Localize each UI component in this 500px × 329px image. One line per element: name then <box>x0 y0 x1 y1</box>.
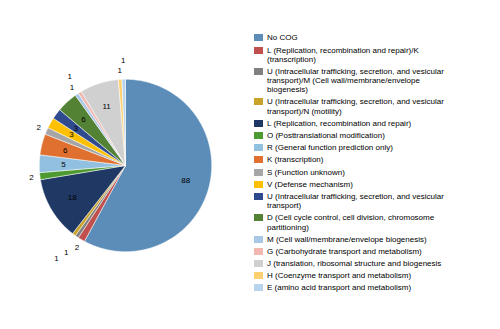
svg-text:3: 3 <box>69 129 74 139</box>
html-text:S (Function unknown): S (Function unknown) <box>267 167 345 177</box>
html-text:H (Coenzyme transport and meta: H (Coenzyme transport and metabolism) <box>267 271 412 281</box>
svg-text:3: 3 <box>74 123 79 132</box>
html-text:G (Carbohydrate transport and: G (Carbohydrate transport and metabolism… <box>267 246 422 256</box>
html-text:D (Cell cycle control, cell di: D (Cell cycle control, cell division, ch… <box>267 213 435 232</box>
html-text:K (transcription): K (transcription) <box>267 155 324 165</box>
svg-text:1: 1 <box>68 71 73 80</box>
svg-text:88: 88 <box>181 176 190 185</box>
svg-text:1: 1 <box>64 247 69 256</box>
html-text:V (Defense mechanism): V (Defense mechanism) <box>267 179 353 189</box>
svg-text:1: 1 <box>121 55 126 64</box>
svg-text:11: 11 <box>102 101 111 110</box>
html-text:L (Replication, recombination: L (Replication, recombination and repair… <box>267 45 419 64</box>
html-text:No COG: No COG <box>267 33 298 43</box>
html-text:J (translation, ribosomal stru: J (translation, ribosomal structure and … <box>267 259 442 269</box>
svg-text:1: 1 <box>54 253 59 262</box>
html-text:R (General function prediction: R (General function prediction only) <box>267 143 393 153</box>
svg-text:1: 1 <box>117 66 122 75</box>
svg-text:2: 2 <box>29 172 34 181</box>
html-text:O (Posttranslational modificat: O (Posttranslational modification) <box>267 131 385 140</box>
svg-text:2: 2 <box>75 242 80 251</box>
svg-text:6: 6 <box>81 115 86 124</box>
svg-text:6: 6 <box>63 145 68 154</box>
svg-text:18: 18 <box>68 192 77 201</box>
html-text:U (Intracellular trafficking,: U (Intracellular trafficking, secretion,… <box>267 192 444 211</box>
html-text:E (amino acid transport and me: E (amino acid transport and metabolism) <box>267 283 412 293</box>
html-text:M (Cell wall/membrane/envelope: M (Cell wall/membrane/envelope biogenesi… <box>267 234 427 244</box>
html-text:U (Intracellular trafficking,: U (Intracellular trafficking, secretion,… <box>267 97 444 116</box>
html-text:L (Replication, recombination: L (Replication, recombination and repair… <box>267 118 412 128</box>
svg-text:5: 5 <box>61 159 66 168</box>
svg-text:1: 1 <box>70 82 75 91</box>
html-text:U (Intracellular trafficking,: U (Intracellular trafficking, secretion,… <box>267 66 444 95</box>
svg-text:2: 2 <box>36 122 41 131</box>
